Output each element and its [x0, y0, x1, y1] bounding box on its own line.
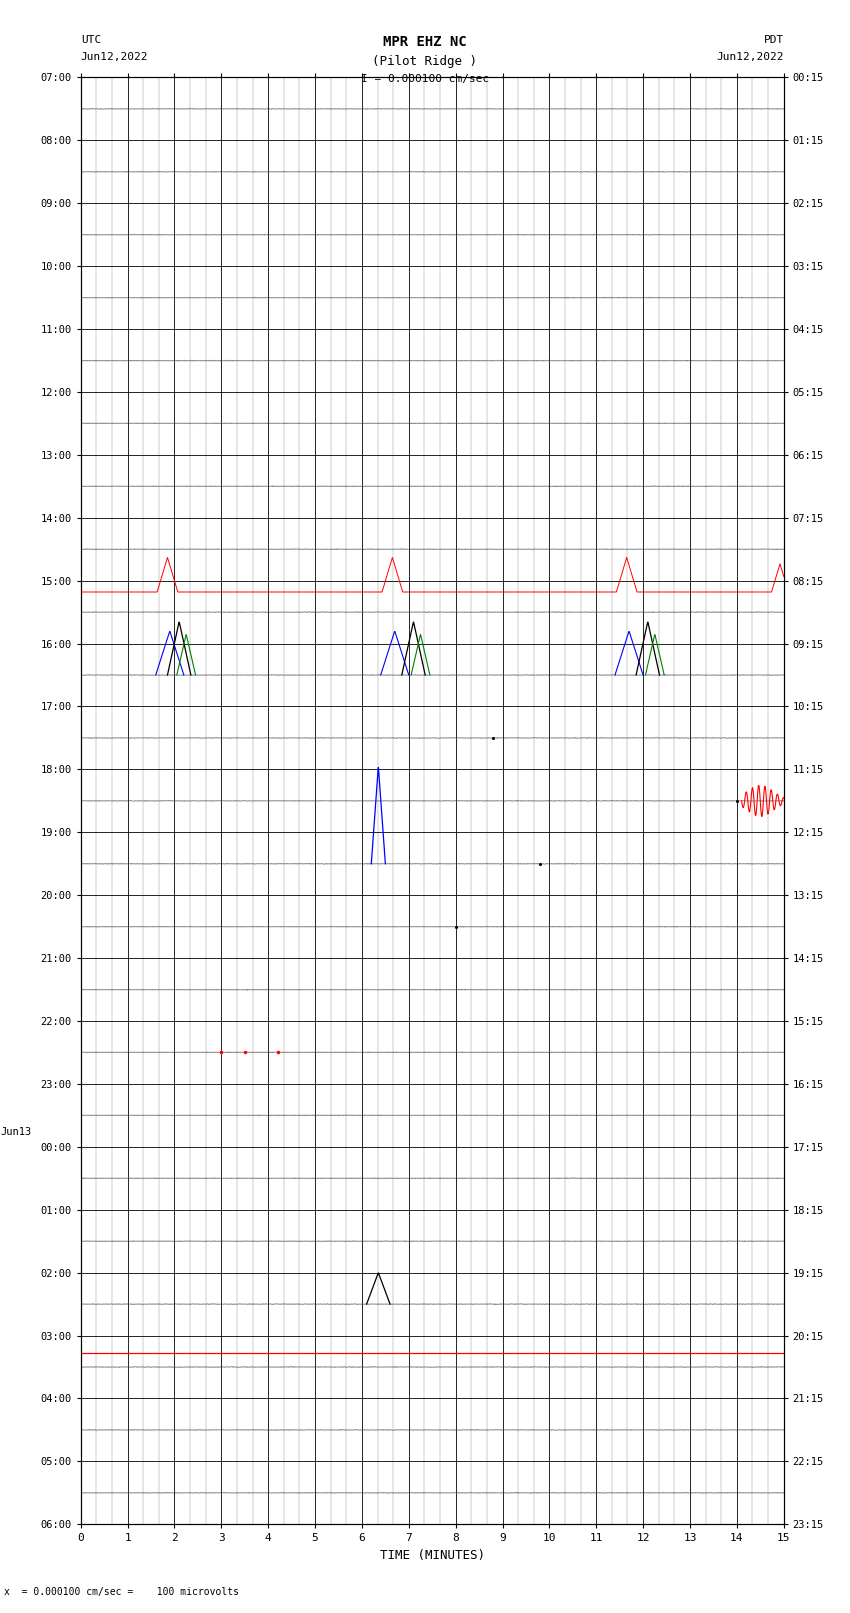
Text: x  = 0.000100 cm/sec =    100 microvolts: x = 0.000100 cm/sec = 100 microvolts [4, 1587, 239, 1597]
Text: I = 0.000100 cm/sec: I = 0.000100 cm/sec [361, 74, 489, 84]
Text: Jun12,2022: Jun12,2022 [717, 52, 784, 61]
Text: (Pilot Ridge ): (Pilot Ridge ) [372, 55, 478, 68]
Text: UTC: UTC [81, 35, 101, 45]
Text: Jun12,2022: Jun12,2022 [81, 52, 148, 61]
X-axis label: TIME (MINUTES): TIME (MINUTES) [380, 1548, 484, 1561]
Text: MPR EHZ NC: MPR EHZ NC [383, 35, 467, 50]
Text: Jun13: Jun13 [0, 1127, 31, 1137]
Text: PDT: PDT [763, 35, 784, 45]
